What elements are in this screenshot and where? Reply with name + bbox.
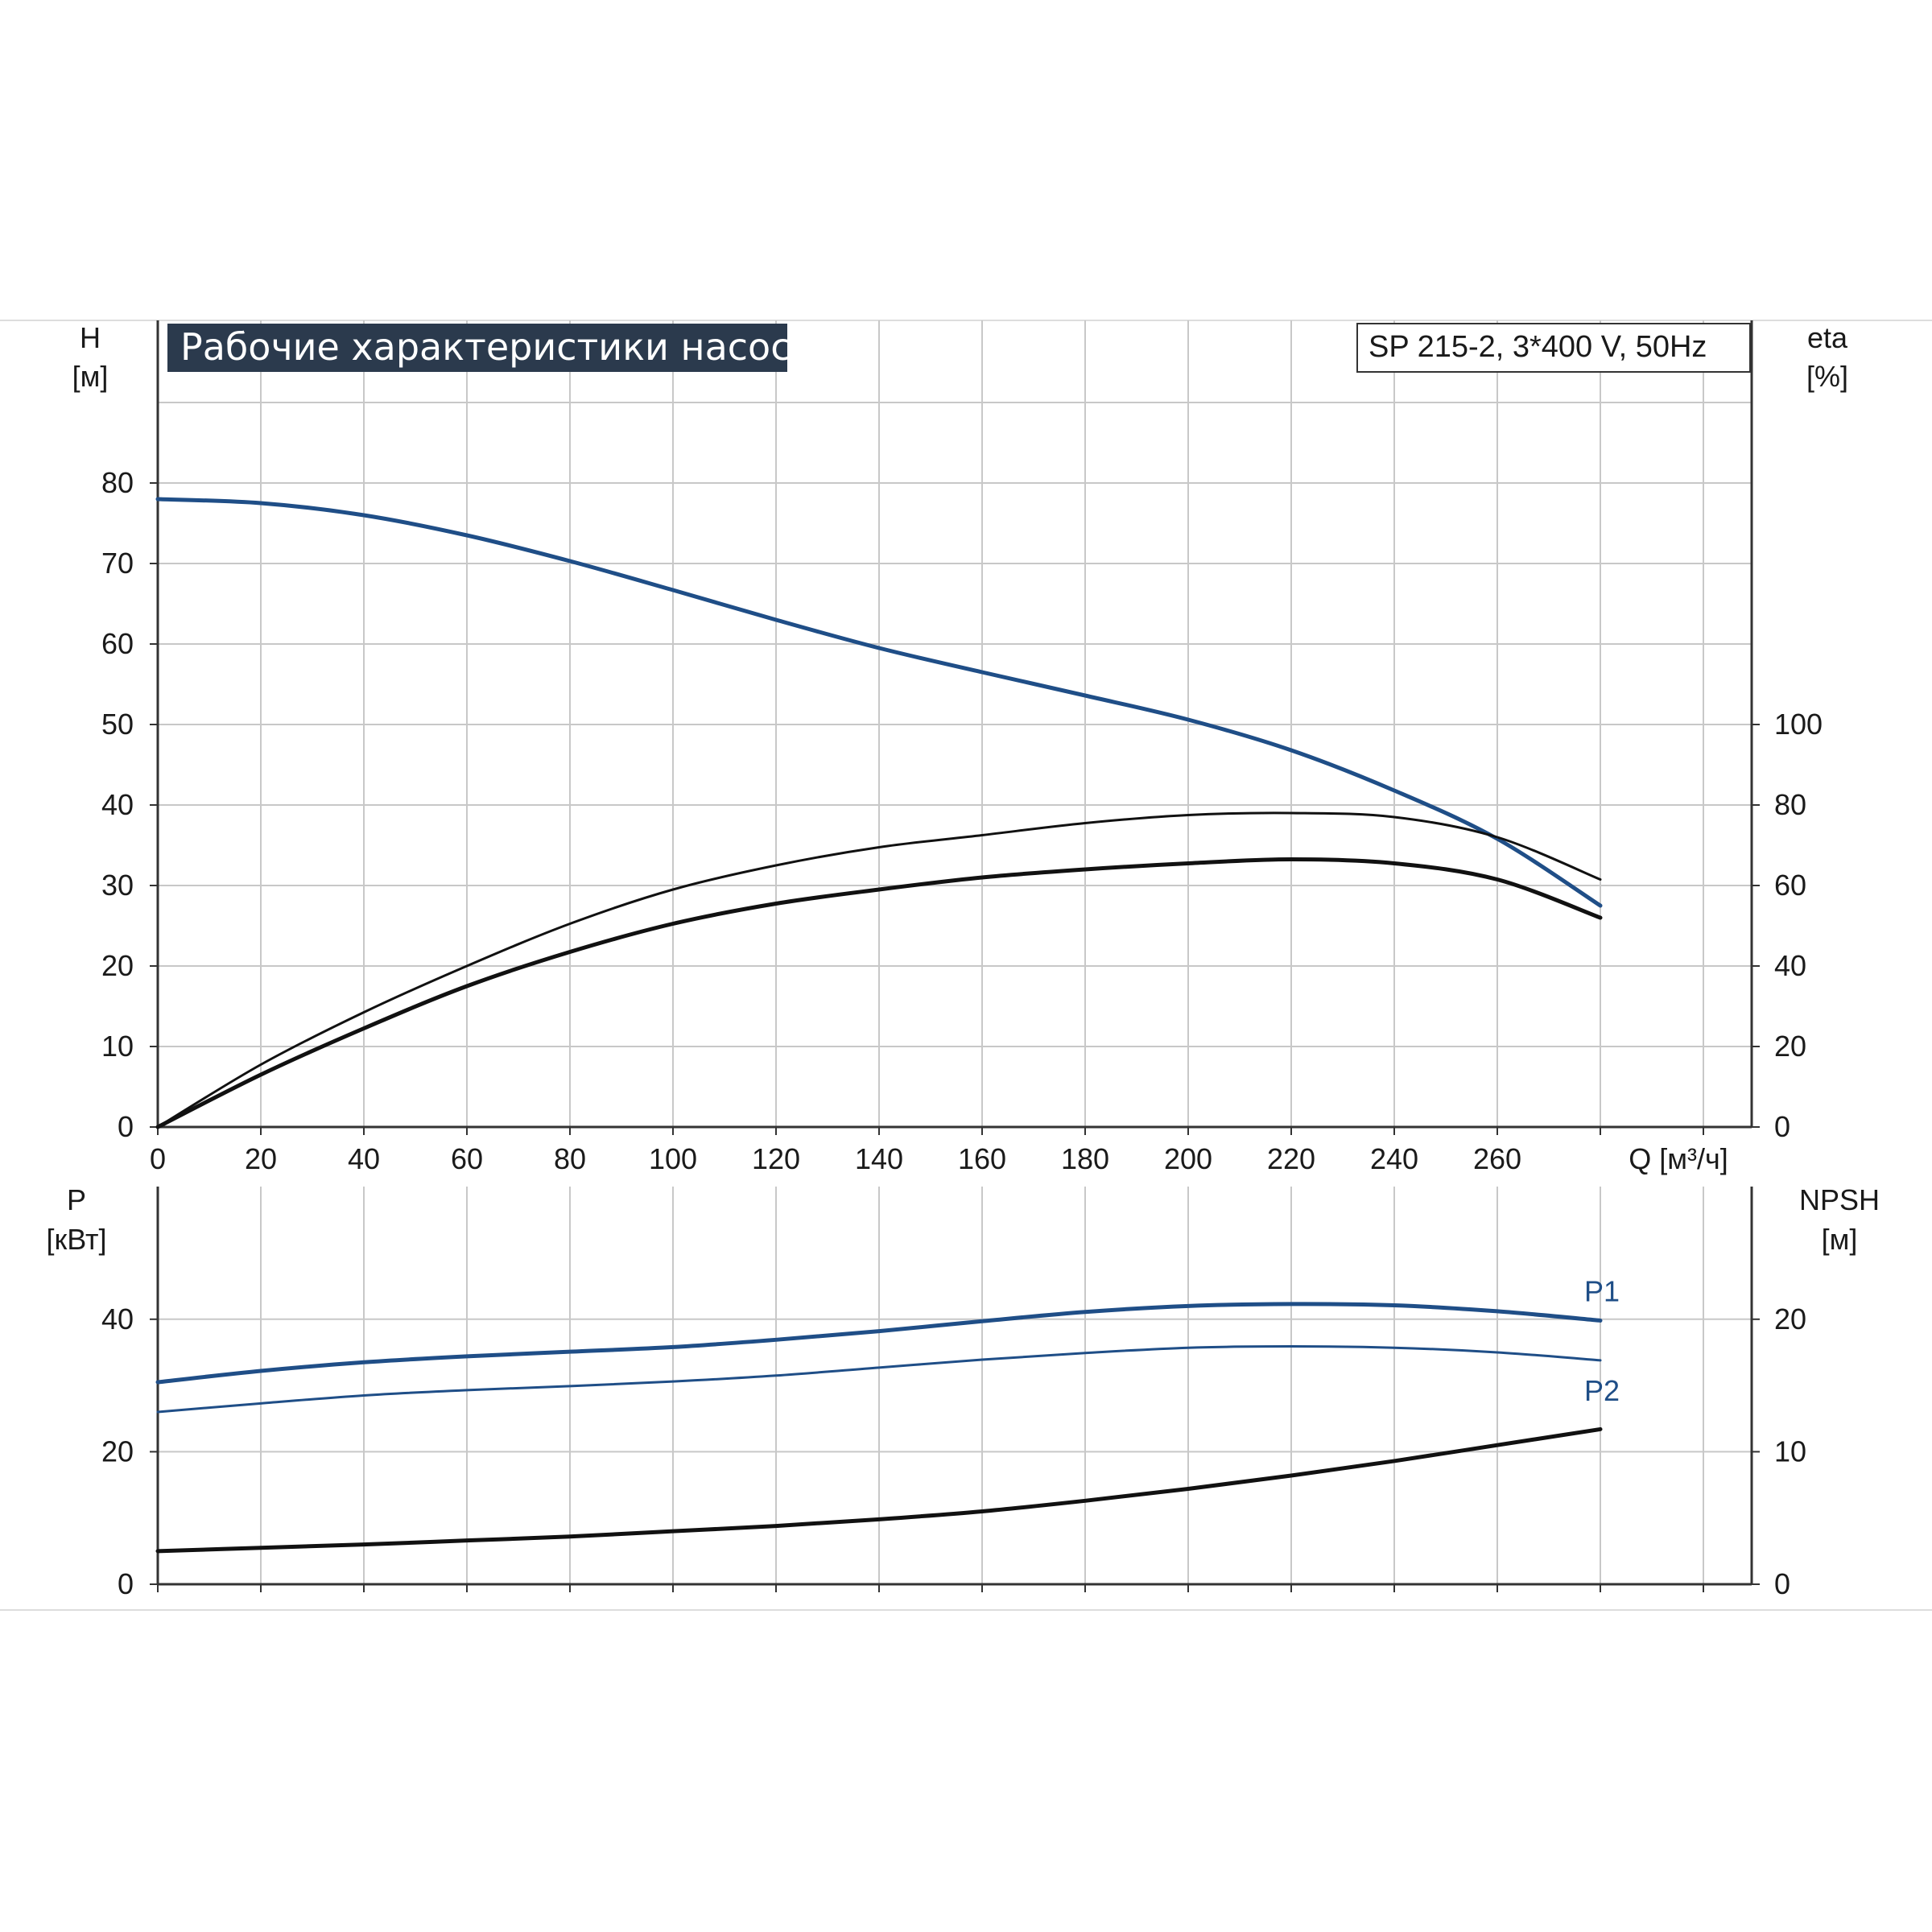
top-series-line-0 — [155, 497, 1603, 908]
top-y-left-tick-label: 20 — [101, 949, 134, 982]
p-axis-unit: [кВт] — [46, 1223, 106, 1256]
eta-axis-label: eta — [1807, 321, 1848, 354]
series-label-p2: P2 — [1584, 1374, 1620, 1407]
top-x-tick-label: 40 — [348, 1142, 380, 1175]
bottom-series-line-1 — [156, 1345, 1602, 1414]
top-x-tick-label: 240 — [1370, 1142, 1418, 1175]
p-axis-label: P — [67, 1183, 86, 1216]
model-label: SP 215-2, 3*400 V, 50Hz — [1368, 330, 1707, 364]
top-y-right-tick-label: 20 — [1774, 1030, 1806, 1063]
top-x-tick-label: 140 — [855, 1142, 903, 1175]
bottom-y-right-tick-label: 20 — [1774, 1302, 1806, 1335]
chart-title-box — [167, 324, 787, 372]
bottom-y-right-tick-label: 0 — [1774, 1567, 1790, 1600]
top-series-line-1 — [156, 811, 1602, 1129]
h-axis-unit: [м] — [72, 360, 109, 393]
bottom-y-left-tick-label: 40 — [101, 1302, 134, 1335]
bottom-chart-ticks: 0 20 40 0 10 20 — [101, 1302, 1806, 1600]
top-y-right-tick-label: 100 — [1774, 708, 1823, 741]
top-y-right-tick-label: 80 — [1774, 788, 1806, 821]
top-x-tick-label: 100 — [649, 1142, 697, 1175]
npsh-axis-label: NPSH — [1799, 1183, 1880, 1216]
top-x-tick-label: 20 — [245, 1142, 277, 1175]
top-y-left-tick-label: 30 — [101, 869, 134, 902]
top-x-tick-label: 260 — [1473, 1142, 1521, 1175]
top-y-left-tick-label: 70 — [101, 547, 134, 580]
top-y-right-tick-label: 60 — [1774, 869, 1806, 902]
top-x-tick-label: 160 — [958, 1142, 1006, 1175]
top-y-left-tick-label: 80 — [101, 466, 134, 499]
top-y-left-tick-label: 50 — [101, 708, 134, 741]
top-x-tick-label: 220 — [1267, 1142, 1315, 1175]
npsh-axis-unit: [м] — [1822, 1223, 1858, 1256]
eta-axis-unit: [%] — [1806, 360, 1848, 393]
q-axis-label: Q [м³/ч] — [1629, 1142, 1728, 1175]
top-x-tick-label: 120 — [752, 1142, 800, 1175]
top-chart-ticks: 0 10 20 30 40 50 60 70 80 0 20 40 60 80 100 0 20 40 60 80 10… — [101, 466, 1823, 1175]
top-y-left-tick-label: 10 — [101, 1030, 134, 1063]
bottom-y-left-tick-label: 20 — [101, 1435, 134, 1468]
top-x-tick-label: 180 — [1061, 1142, 1109, 1175]
bottom-chart-series: P1 P2 — [155, 1274, 1620, 1554]
top-chart-grid — [156, 320, 1753, 1129]
bottom-series-line-0 — [155, 1302, 1603, 1385]
top-y-right-tick-label: 40 — [1774, 949, 1806, 982]
top-y-left-tick-label: 40 — [101, 788, 134, 821]
h-axis-label: H — [80, 321, 101, 354]
chart-title: Рабочие характеристики насоса — [180, 325, 814, 369]
top-y-right-tick-label: 0 — [1774, 1110, 1790, 1143]
top-x-tick-label: 0 — [150, 1142, 166, 1175]
top-y-left-tick-label: 60 — [101, 627, 134, 660]
top-x-tick-label: 80 — [554, 1142, 586, 1175]
top-chart-series — [155, 497, 1603, 1129]
bottom-series-line-2 — [155, 1426, 1603, 1554]
top-y-left-tick-label: 0 — [118, 1110, 134, 1143]
bottom-y-left-tick-label: 0 — [118, 1567, 134, 1600]
bottom-y-right-tick-label: 10 — [1774, 1435, 1806, 1468]
top-x-tick-label: 60 — [451, 1142, 483, 1175]
model-box — [1356, 323, 1751, 373]
series-label-p1: P1 — [1584, 1274, 1620, 1307]
top-series-line-2 — [155, 857, 1603, 1129]
bottom-chart-grid — [156, 1187, 1753, 1586]
top-x-tick-label: 200 — [1164, 1142, 1212, 1175]
